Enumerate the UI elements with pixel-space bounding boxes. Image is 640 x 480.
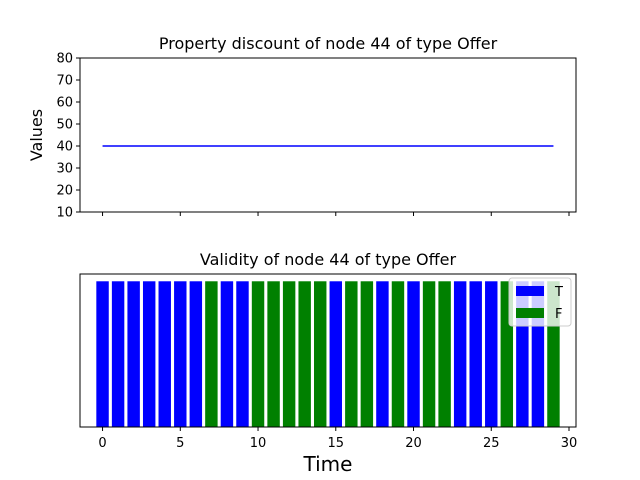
x-tick-label: 10 bbox=[250, 436, 267, 451]
x-tick-label: 20 bbox=[405, 436, 422, 451]
y-tick-label: 20 bbox=[56, 184, 73, 199]
validity-bar bbox=[251, 281, 265, 427]
validity-bar bbox=[267, 281, 280, 427]
y-tick-label: 50 bbox=[56, 118, 73, 133]
validity-bar bbox=[422, 281, 436, 427]
validity-chart-xlabel: Time bbox=[303, 452, 353, 476]
validity-bar bbox=[236, 281, 249, 427]
x-tick-label: 5 bbox=[176, 436, 184, 451]
validity-chart-plot bbox=[96, 281, 560, 427]
validity-bar bbox=[158, 281, 171, 427]
validity-bar bbox=[174, 281, 187, 427]
y-tick-label: 70 bbox=[56, 74, 73, 89]
validity-bar bbox=[298, 281, 311, 427]
legend-swatch bbox=[516, 308, 544, 318]
legend-swatch bbox=[516, 286, 544, 296]
discount-chart-title: Property discount of node 44 of type Off… bbox=[159, 34, 498, 53]
validity-chart: Validity of node 44 of type Offer 0 5 10 15… bbox=[79, 250, 577, 476]
legend-label: F bbox=[555, 307, 562, 322]
validity-bar bbox=[282, 281, 296, 427]
x-tick-label: 25 bbox=[483, 436, 500, 451]
validity-chart-ticks: 0 5 10 15 20 25 30 bbox=[98, 427, 577, 451]
y-tick-label: 10 bbox=[56, 206, 73, 221]
validity-bar bbox=[329, 281, 342, 427]
y-tick-label: 60 bbox=[56, 96, 73, 111]
validity-bar bbox=[407, 281, 420, 427]
validity-bar bbox=[438, 281, 451, 427]
discount-chart-ylabel: Values bbox=[27, 109, 46, 161]
validity-bar bbox=[391, 281, 405, 427]
validity-bar bbox=[345, 281, 358, 427]
validity-bar bbox=[469, 281, 482, 427]
validity-bar bbox=[376, 281, 389, 427]
validity-chart-title: Validity of node 44 of type Offer bbox=[200, 250, 457, 269]
validity-bar bbox=[111, 281, 125, 427]
x-tick-label: 0 bbox=[98, 436, 106, 451]
validity-bar bbox=[189, 281, 203, 427]
validity-bar bbox=[360, 281, 374, 427]
discount-chart: Property discount of node 44 of type Off… bbox=[27, 34, 577, 221]
validity-chart-legend: TF bbox=[508, 277, 572, 327]
x-tick-label: 30 bbox=[561, 436, 578, 451]
validity-bar bbox=[485, 281, 498, 427]
legend-label: T bbox=[554, 285, 563, 300]
y-tick-label: 30 bbox=[56, 162, 73, 177]
validity-bar bbox=[453, 281, 467, 427]
validity-bar bbox=[142, 281, 156, 427]
y-tick-label: 80 bbox=[56, 52, 73, 67]
validity-chart-frame bbox=[79, 273, 577, 428]
validity-bar bbox=[127, 281, 140, 427]
validity-bar bbox=[96, 281, 109, 427]
x-tick-label: 15 bbox=[328, 436, 345, 451]
validity-bar bbox=[314, 281, 327, 427]
validity-bar bbox=[220, 281, 234, 427]
validity-bar bbox=[205, 281, 218, 427]
discount-chart-frame bbox=[79, 57, 577, 213]
discount-chart-ticks: 10 20 30 40 50 60 70 80 bbox=[56, 52, 570, 221]
y-tick-label: 40 bbox=[56, 140, 73, 155]
